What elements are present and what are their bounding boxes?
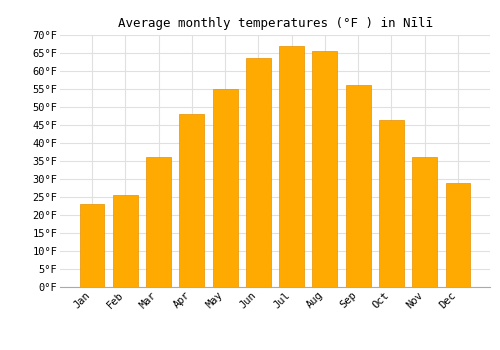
Bar [80,204,104,287]
Bar [146,158,171,287]
Bar [279,46,304,287]
Bar [412,158,437,287]
Bar [446,183,470,287]
Title: Average monthly temperatures (°F ) in Nīlī: Average monthly temperatures (°F ) in Nī… [118,17,432,30]
Bar [113,195,138,287]
Bar [379,120,404,287]
Bar [212,89,238,287]
Bar [246,58,271,287]
Bar [346,85,370,287]
Bar [180,114,204,287]
Bar [312,51,338,287]
